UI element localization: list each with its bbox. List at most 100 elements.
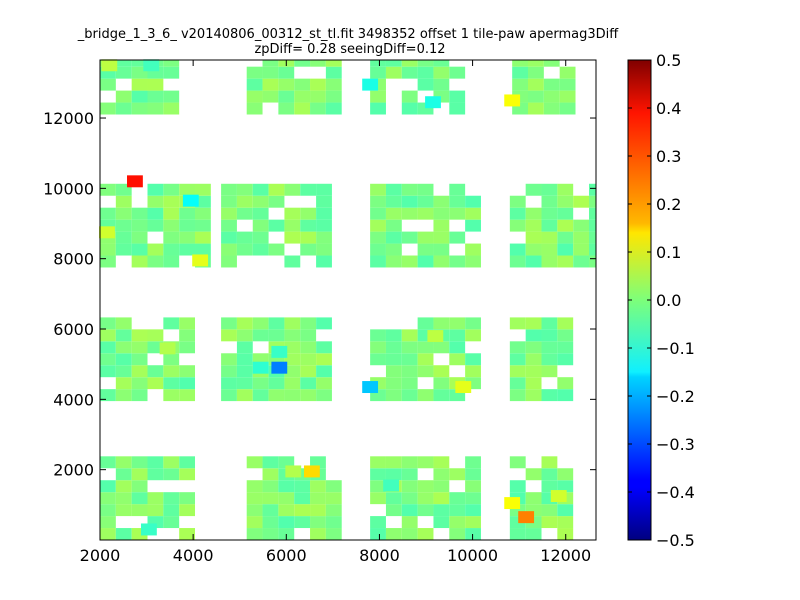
heatmap-cell <box>262 60 279 67</box>
heatmap-cell <box>300 219 317 232</box>
heatmap-cell <box>541 492 558 505</box>
heatmap-cell <box>401 329 418 342</box>
heatmap-cell <box>385 353 402 366</box>
heatmap-cell <box>525 365 542 378</box>
heatmap-cell <box>401 66 418 79</box>
heatmap-cell <box>163 389 180 402</box>
heatmap-cell <box>310 78 326 91</box>
heatmap-cell <box>385 377 402 390</box>
heatmap-cell <box>401 504 418 517</box>
heatmap-cell <box>316 255 332 268</box>
heatmap-cell <box>557 195 574 208</box>
heatmap-cell <box>268 389 285 402</box>
heatmap-cell <box>401 195 418 208</box>
heatmap-cell <box>543 60 560 67</box>
y-tick-label: 4000 <box>53 390 94 409</box>
heatmap-cell <box>589 207 596 220</box>
heatmap-cell <box>557 353 574 366</box>
heatmap-cell <box>262 516 279 529</box>
heatmap-cell <box>131 329 148 342</box>
heatmap-cell <box>401 468 418 481</box>
heatmap-cell <box>465 317 481 330</box>
heatmap-cell <box>284 183 301 196</box>
heatmap-cell <box>316 219 332 232</box>
heatmap-cell <box>179 183 196 196</box>
heatmap-cell <box>294 102 311 115</box>
heatmap-cell <box>310 60 326 67</box>
heatmap-cell <box>325 528 342 540</box>
heatmap-cell <box>512 60 529 67</box>
colorbar-tick-label: −0.4 <box>656 483 695 502</box>
heatmap-cell <box>131 389 148 402</box>
heatmap-cell-highlight <box>252 361 269 374</box>
heatmap-cell <box>278 492 295 505</box>
heatmap-cell <box>221 231 237 244</box>
heatmap-cell <box>131 492 148 505</box>
heatmap-cell <box>221 353 237 366</box>
heatmap-cell <box>325 90 342 103</box>
heatmap-cell <box>300 317 317 330</box>
heatmap-cell <box>433 365 450 378</box>
heatmap-cell <box>525 183 542 196</box>
heatmap-cell <box>589 243 596 256</box>
x-tick-label: 8000 <box>359 546 400 565</box>
heatmap-cell <box>147 219 164 232</box>
heatmap-cell <box>147 90 164 103</box>
heatmap-cell <box>310 492 326 505</box>
heatmap-cell <box>195 183 211 196</box>
heatmap-cell <box>179 219 196 232</box>
heatmap-cell <box>115 480 132 493</box>
heatmap-cell <box>401 365 418 378</box>
heatmap-cell <box>370 353 386 366</box>
heatmap-cell <box>268 377 285 390</box>
heatmap-cells <box>99 59 596 540</box>
heatmap-cell <box>449 468 466 481</box>
heatmap-cell <box>100 341 116 354</box>
heatmap-cell <box>449 90 466 103</box>
heatmap-cell <box>557 207 574 220</box>
heatmap-cell <box>465 243 481 256</box>
heatmap-cell <box>385 255 402 268</box>
heatmap-cell <box>417 456 434 469</box>
heatmap-cell <box>525 207 542 220</box>
heatmap-cell <box>100 78 116 91</box>
heatmap-cell <box>543 90 560 103</box>
heatmap-cell <box>179 528 196 540</box>
heatmap-cell <box>278 480 295 493</box>
heatmap-cell <box>559 66 576 79</box>
heatmap-cell <box>131 231 148 244</box>
heatmap-cell <box>284 219 301 232</box>
heatmap-cell <box>541 317 558 330</box>
heatmap-cell <box>147 102 164 115</box>
heatmap-cell <box>465 504 481 517</box>
heatmap-cell <box>316 365 332 378</box>
heatmap-cell-highlight <box>271 345 288 358</box>
heatmap-cell <box>417 492 434 505</box>
heatmap-cell <box>252 243 269 256</box>
heatmap-cell <box>316 195 332 208</box>
heatmap-cell <box>115 329 132 342</box>
heatmap-cell <box>525 492 542 505</box>
heatmap-cell <box>246 516 263 529</box>
heatmap-cell <box>195 219 211 232</box>
heatmap-cell <box>246 528 263 540</box>
heatmap-cell <box>449 255 466 268</box>
heatmap-cell <box>589 195 596 208</box>
heatmap-cell <box>370 480 386 493</box>
heatmap-cell <box>300 341 317 354</box>
heatmap-cell <box>401 456 418 469</box>
heatmap-cell <box>294 516 311 529</box>
heatmap-cell <box>284 207 301 220</box>
heatmap-cell <box>246 66 263 79</box>
heatmap-cell <box>557 389 574 402</box>
heatmap-cell <box>465 207 481 220</box>
heatmap-cell <box>236 183 253 196</box>
heatmap-cell <box>401 231 418 244</box>
heatmap-cell <box>284 377 301 390</box>
heatmap-cell <box>163 456 180 469</box>
colorbar-tick-label: 0.0 <box>656 291 681 310</box>
heatmap-cell <box>417 183 434 196</box>
heatmap-cell <box>433 492 450 505</box>
heatmap-cell <box>385 468 402 481</box>
heatmap-cell <box>401 60 418 67</box>
